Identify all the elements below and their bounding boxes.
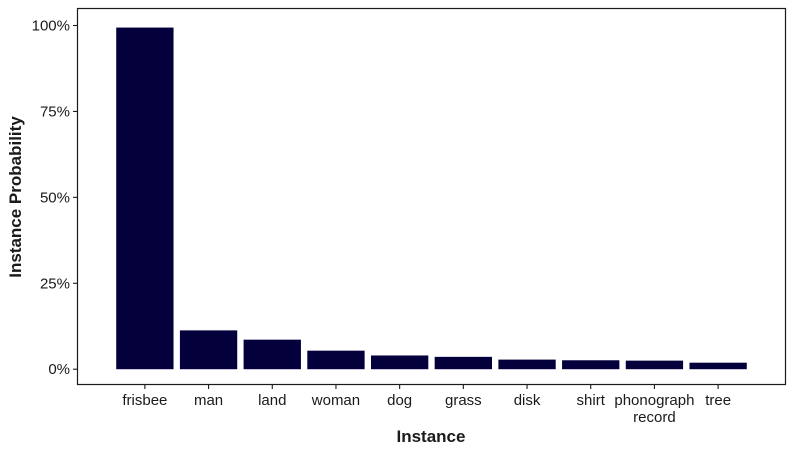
bar-phonograph-record: [625, 360, 684, 370]
y-tick-label-0: 0%: [48, 361, 70, 378]
x-axis: frisbee man land woman dog grass disk shirt phon…: [122, 384, 731, 426]
x-tick-label-tree: tree: [705, 392, 731, 409]
bars-group: [116, 27, 747, 370]
x-tick-label-shirt: shirt: [577, 392, 606, 409]
x-tick-label-man: man: [194, 392, 223, 409]
bar-woman: [307, 350, 365, 370]
y-tick-label-75: 75%: [40, 103, 70, 120]
x-tick-label-dog: dog: [387, 392, 412, 409]
bar-tree: [689, 362, 747, 370]
y-axis-title: Instance Probability: [6, 116, 25, 278]
x-tick-label-grass: grass: [445, 392, 482, 409]
bar-grass: [434, 356, 492, 370]
bar-frisbee: [116, 27, 174, 370]
x-tick-label-disk: disk: [514, 392, 541, 409]
y-tick-label-100: 100%: [32, 17, 70, 34]
bar-land: [243, 339, 301, 370]
plot-panel-border: [76, 7, 787, 386]
x-tick-label-land: land: [258, 392, 286, 409]
x-axis-title: Instance: [397, 427, 466, 446]
y-tick-label-50: 50%: [40, 189, 70, 206]
bar-dog: [370, 355, 429, 370]
x-tick-label-woman: woman: [311, 392, 360, 409]
bar-disk: [498, 359, 556, 370]
bar-shirt: [562, 360, 620, 370]
bar-man: [179, 330, 238, 370]
x-tick-label-frisbee: frisbee: [122, 392, 167, 409]
x-tick-label-phonograph-record: phonograph record: [614, 392, 694, 426]
y-axis: 0% 25% 50% 75% 100%: [32, 17, 78, 378]
y-tick-label-25: 25%: [40, 275, 70, 292]
